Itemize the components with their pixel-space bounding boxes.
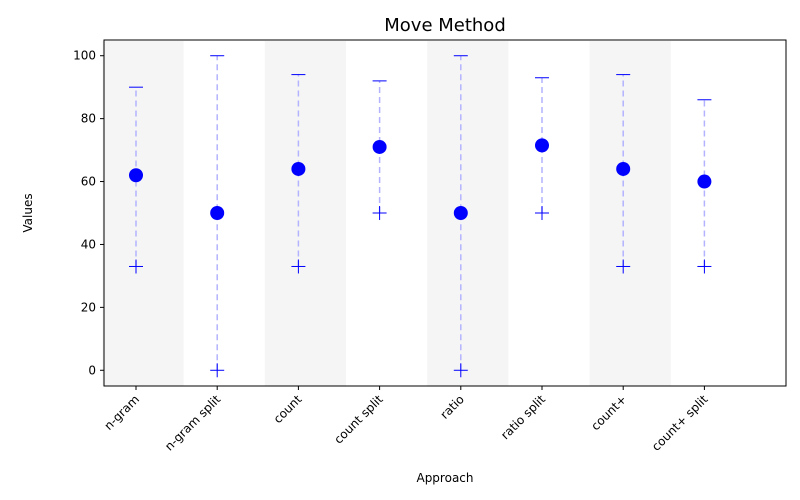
point-count-split [372, 139, 387, 154]
point-ratio-split [535, 138, 549, 153]
y-tick-label: 40 [81, 237, 96, 251]
point-count [291, 161, 306, 176]
min-marker-count-split [372, 206, 387, 220]
x-tick-label: count+ split [649, 392, 711, 454]
x-axis-label: Approach [416, 471, 473, 485]
point-n-gram [129, 168, 143, 183]
x-tick-label: count split [331, 392, 386, 447]
y-tick-label: 60 [81, 175, 96, 189]
band-ratio [427, 41, 509, 386]
chart-title: Move Method [384, 15, 506, 36]
x-tick-label: count [271, 392, 305, 426]
band-count- [589, 41, 671, 386]
background-bands [102, 41, 671, 386]
x-tick-label: count+ [588, 392, 629, 433]
point-count-split [697, 174, 712, 189]
x-tick-label: n-gram split [162, 392, 223, 453]
x-axis-ticks: n-gram n-gram split count count split ratio r… [101, 386, 711, 454]
min-marker-n-gram-split [210, 363, 225, 378]
range-markers [129, 55, 712, 378]
min-marker-count [291, 259, 306, 274]
point-count- [616, 161, 631, 176]
y-axis-ticks: 0 20 40 60 80 100 [73, 49, 104, 377]
band-n-gram [102, 41, 184, 386]
min-marker-ratio [453, 363, 468, 378]
min-marker-n-gram [129, 259, 143, 274]
x-tick-label: n-gram [101, 392, 142, 433]
point-n-gram-split [210, 206, 225, 220]
y-axis-label: Values [21, 193, 35, 232]
y-tick-label: 20 [81, 300, 96, 314]
y-tick-label: 80 [81, 112, 96, 126]
min-marker-count- [616, 259, 631, 274]
x-tick-label: ratio [437, 392, 466, 421]
min-marker-ratio-split [535, 206, 549, 220]
min-marker-count-split [697, 259, 712, 274]
point-ratio [453, 206, 468, 220]
band-count [264, 41, 346, 386]
y-tick-label: 100 [73, 49, 96, 63]
data-points [129, 138, 712, 220]
y-tick-label: 0 [88, 363, 96, 377]
plot-frame [103, 39, 787, 387]
x-tick-label: ratio split [498, 392, 548, 442]
